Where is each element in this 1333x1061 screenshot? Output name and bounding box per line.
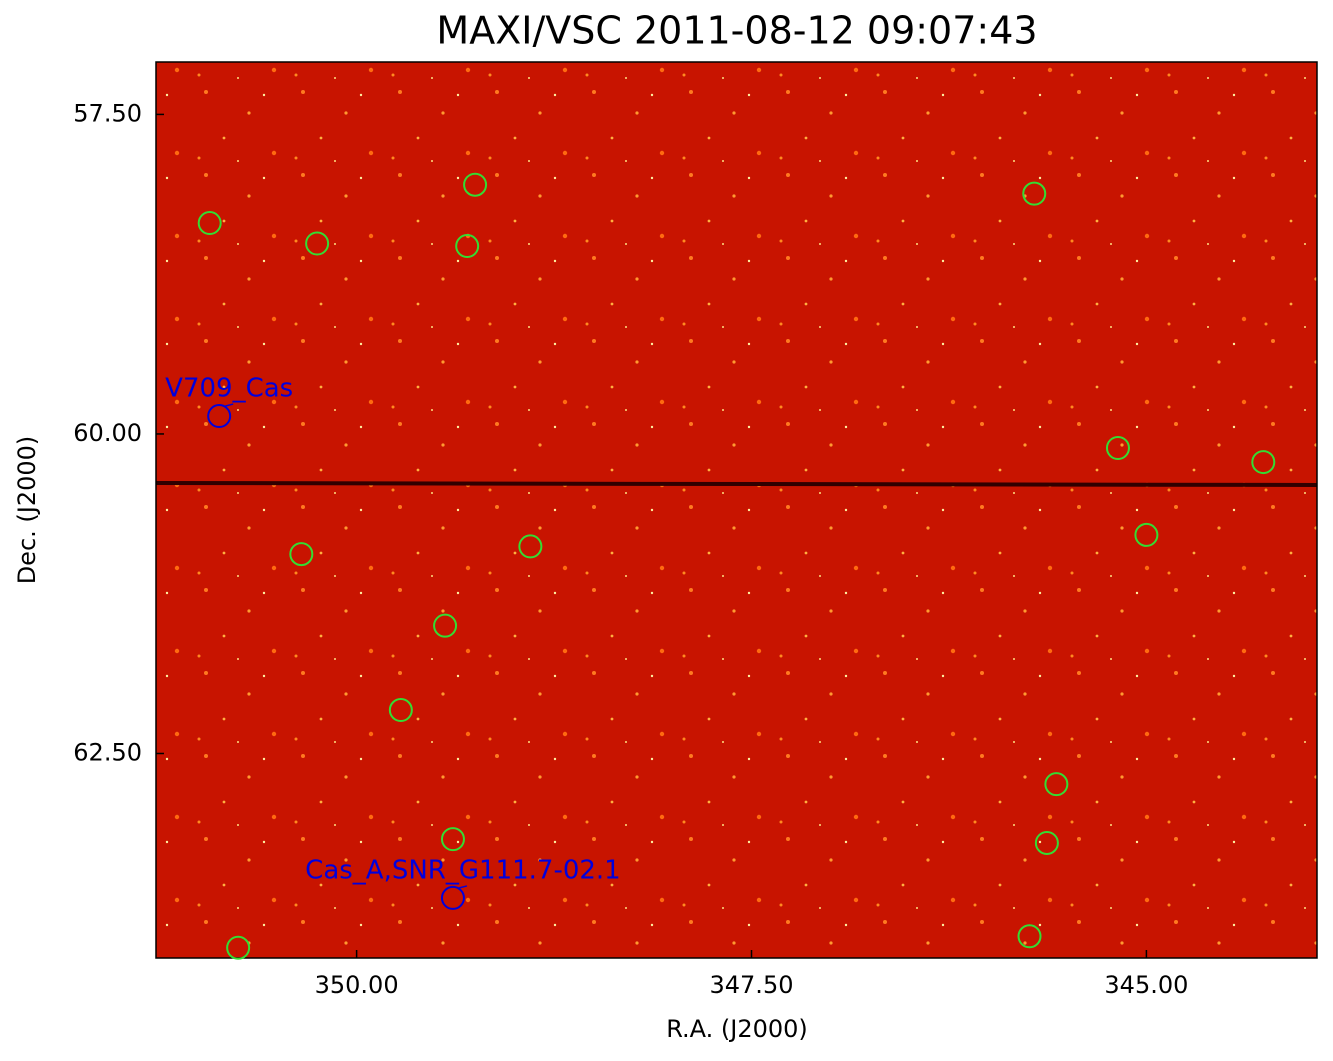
- source-marker: [463, 172, 488, 197]
- x-tick-label: 350.00: [315, 971, 399, 999]
- y-tick-label: 57.50: [73, 99, 142, 127]
- y-tick-label: 60.00: [73, 419, 142, 447]
- label-leader: [458, 885, 468, 889]
- source-marker: [455, 234, 480, 259]
- source-marker: [1134, 522, 1159, 547]
- y-axis-label: Dec. (J2000): [13, 436, 41, 585]
- source-marker: [207, 404, 232, 429]
- source-marker: [226, 935, 251, 960]
- source-marker: [1251, 450, 1276, 475]
- image-noise: [156, 62, 1317, 958]
- source-marker: [197, 211, 222, 236]
- source-marker: [518, 534, 543, 559]
- source-marker: [1105, 436, 1130, 461]
- source-marker: [388, 698, 413, 723]
- y-tick-label: 62.50: [73, 738, 142, 766]
- detector-gap: [155, 481, 1318, 487]
- label-leader: [225, 403, 234, 407]
- source-label: V709_Cas: [165, 374, 293, 404]
- source-marker: [1034, 830, 1059, 855]
- source-marker: [440, 885, 465, 910]
- x-tick-label: 347.50: [710, 971, 794, 999]
- source-marker: [305, 231, 330, 256]
- source-marker: [1017, 924, 1042, 949]
- plot-area: [155, 61, 1318, 959]
- plot-frame: [155, 61, 1318, 959]
- source-marker: [289, 542, 314, 567]
- x-axis-label: R.A. (J2000): [666, 1015, 808, 1043]
- source-marker: [1022, 181, 1047, 206]
- source-marker: [433, 613, 458, 638]
- source-label: Cas_A,SNR_G111.7-02.1: [305, 855, 621, 885]
- chart-title: MAXI/VSC 2011-08-12 09:07:43: [436, 9, 1037, 53]
- source-marker: [440, 827, 465, 852]
- source-marker: [1044, 772, 1069, 797]
- x-tick-label: 345.00: [1104, 971, 1188, 999]
